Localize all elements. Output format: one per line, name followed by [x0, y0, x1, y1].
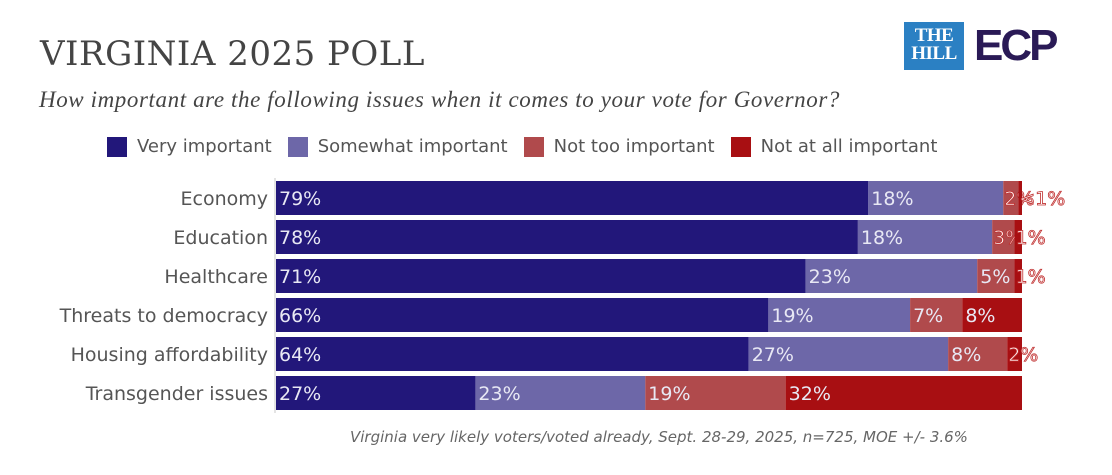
bar-segment — [857, 220, 993, 254]
category-label: Threats to democracy — [59, 305, 268, 327]
data-label: 18% — [861, 227, 903, 249]
bar-segment — [948, 337, 1008, 371]
bar-segment — [645, 376, 786, 410]
legend-item: Not too important — [523, 136, 715, 157]
legend-swatch — [523, 136, 544, 157]
legend: Very important Somewhat important Not too … — [107, 136, 937, 157]
bar-segment — [1014, 259, 1022, 293]
bar-segment — [1007, 337, 1022, 371]
data-label: 19% — [771, 305, 813, 327]
data-label: 27% — [279, 383, 321, 405]
chart-title: VIRGINIA 2025 POLL — [40, 34, 425, 74]
data-label: 5% — [980, 266, 1010, 288]
data-label: 78% — [279, 227, 321, 249]
data-label: 27% — [752, 344, 794, 366]
bar-segment — [748, 337, 949, 371]
legend-item: Not at all important — [730, 136, 938, 157]
bar-segment — [276, 220, 858, 254]
data-label: 18% — [871, 188, 913, 210]
data-label: 64% — [279, 344, 321, 366]
data-label: 23% — [809, 266, 851, 288]
legend-swatch — [287, 136, 308, 157]
category-label: Housing affordability — [71, 344, 268, 366]
data-label: 66% — [279, 305, 321, 327]
data-label: 7% — [913, 305, 943, 327]
data-label: 1% — [1016, 266, 1046, 288]
bar-segment — [276, 298, 769, 332]
bar-segment — [1003, 181, 1019, 215]
the-hill-logo-line1: THE — [914, 25, 954, 46]
legend-label: Somewhat important — [317, 136, 508, 157]
bar-segment — [992, 220, 1015, 254]
bar-segment — [276, 337, 749, 371]
category-label: Transgender issues — [85, 383, 268, 405]
the-hill-logo-line2: HILL — [911, 43, 957, 64]
bar-segment — [768, 298, 911, 332]
ecp-logo: ECP — [974, 21, 1059, 70]
bar-segment — [276, 259, 806, 293]
legend-swatch — [730, 136, 751, 157]
chart-subtitle: How important are the following issues w… — [39, 87, 841, 112]
bar-segment — [1018, 181, 1022, 215]
bar-segment — [805, 259, 978, 293]
the-hill-logo: THE HILL — [904, 22, 964, 70]
legend-item: Very important — [107, 136, 272, 157]
category-label: Healthcare — [164, 266, 268, 288]
bar-segment — [868, 181, 1004, 215]
data-label: 8% — [951, 344, 981, 366]
legend-label: Very important — [137, 136, 272, 157]
category-label: Education — [173, 227, 268, 249]
bar-segment — [785, 376, 1022, 410]
data-label: 79% — [279, 188, 321, 210]
bar-segment — [276, 376, 476, 410]
category-label: Economy — [181, 188, 269, 210]
footnote: Virginia very likely voters/voted alread… — [350, 428, 968, 446]
bar-segment — [977, 259, 1015, 293]
legend-label: Not too important — [553, 136, 715, 157]
data-label: 71% — [279, 266, 321, 288]
bar-segment — [276, 181, 869, 215]
bar-segment — [910, 298, 963, 332]
data-label: <1% — [1019, 188, 1065, 210]
legend-item: Somewhat important — [287, 136, 508, 157]
bar-segment — [1014, 220, 1022, 254]
legend-label: Not at all important — [760, 136, 938, 157]
bar-segment — [475, 376, 646, 410]
data-label: 32% — [789, 383, 831, 405]
bar-segment — [962, 298, 1022, 332]
legend-swatch — [107, 136, 127, 157]
data-label: 19% — [648, 383, 690, 405]
data-label: 8% — [965, 305, 995, 327]
data-label: 1% — [1016, 227, 1046, 249]
data-label: 23% — [478, 383, 520, 405]
data-label: 2% — [1008, 344, 1038, 366]
